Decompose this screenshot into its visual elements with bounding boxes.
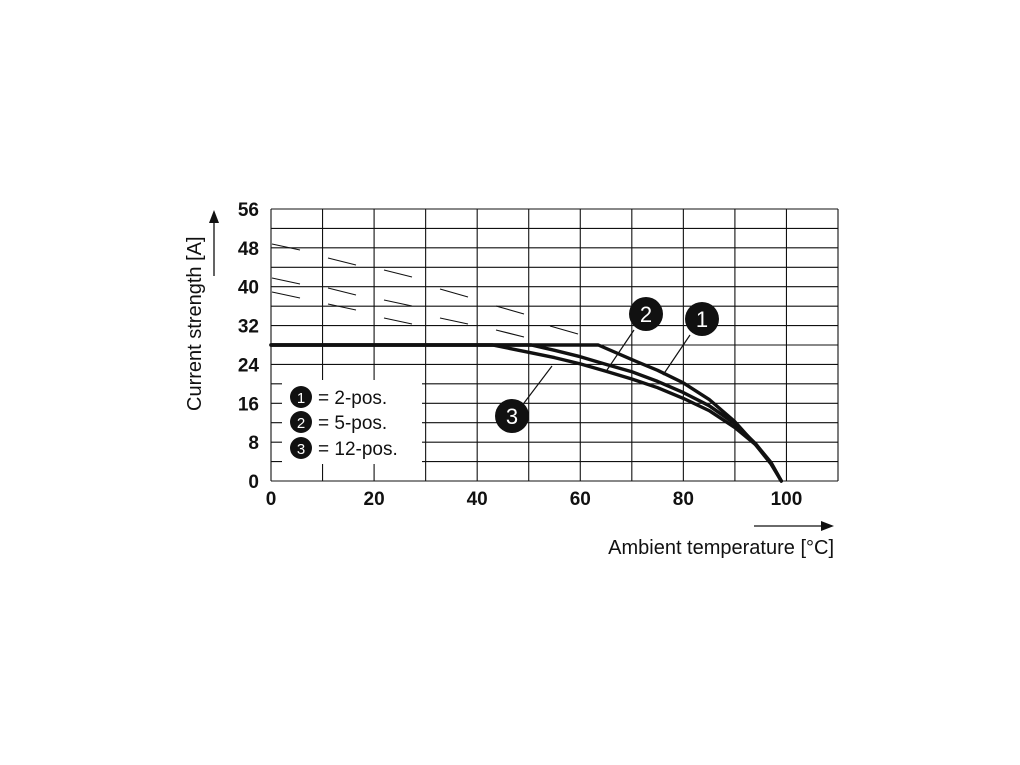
dash-mark [383,299,413,307]
x-tick-labels: 0 20 40 60 80 100 [266,489,803,510]
legend: 1 = 2-pos. 2 = 5-pos. 3 = 12-pos. [282,380,422,464]
legend-label-1: = 2-pos. [318,388,387,409]
legend-label-2: = 5-pos. [318,413,387,434]
dash-mark [439,288,469,298]
dash-mark [271,277,301,285]
y-tick-label: 40 [238,278,259,299]
callout-3-leader [523,365,553,404]
callout-1: 1 [662,302,719,376]
callout-3-number: 3 [506,404,518,429]
dash-mark [327,303,357,311]
y-tick-label: 32 [238,317,259,338]
callout-2-leader [606,329,635,371]
x-tick-label: 80 [673,489,694,510]
dash-mark [271,243,301,251]
x-tick-label: 20 [364,489,385,510]
callout-3: 3 [495,365,553,433]
dash-mark [495,305,525,315]
callout-1-badge [685,302,719,336]
y-tick-label: 16 [238,394,259,415]
decorative-dash-pattern [271,243,579,338]
legend-marker-1 [290,386,312,408]
dash-mark [327,257,357,266]
dash-mark [495,329,525,338]
dash-mark [383,317,413,325]
dash-mark [549,325,579,335]
dash-mark [271,291,301,299]
y-tick-labels: 0 8 16 24 32 40 48 56 [238,200,260,493]
grid [270,208,839,482]
legend-marker-2-number: 2 [297,415,305,432]
dash-mark [327,287,357,296]
legend-label-3: = 12-pos. [318,439,398,460]
y-tick-label: 8 [248,433,259,454]
legend-marker-2 [290,411,312,433]
x-axis-title: Ambient temperature [°C] [608,537,834,559]
x-tick-label: 100 [771,489,803,510]
legend-marker-1-number: 1 [297,390,305,407]
y-axis-arrow-head [209,210,219,223]
series-line-3 [269,343,783,483]
y-tick-label: 56 [238,200,259,221]
callout-2: 2 [606,297,663,371]
dash-mark [439,317,469,325]
x-tick-label: 60 [570,489,591,510]
series-lines [269,343,783,483]
y-tick-label: 24 [238,355,260,376]
callout-1-number: 1 [696,307,708,332]
legend-marker-3-number: 3 [297,441,305,458]
dash-mark [383,269,413,278]
y-tick-label: 48 [238,239,259,260]
y-tick-label: 0 [248,472,259,493]
x-tick-label: 0 [266,489,277,510]
x-axis-arrow-head [821,521,834,531]
callout-2-badge [629,297,663,331]
callout-2-number: 2 [640,302,652,327]
y-axis-title: Current strength [A] [184,236,206,411]
x-tick-label: 40 [467,489,488,510]
callout-1-leader [662,334,691,376]
legend-marker-3 [290,437,312,459]
callout-3-badge [495,399,529,433]
